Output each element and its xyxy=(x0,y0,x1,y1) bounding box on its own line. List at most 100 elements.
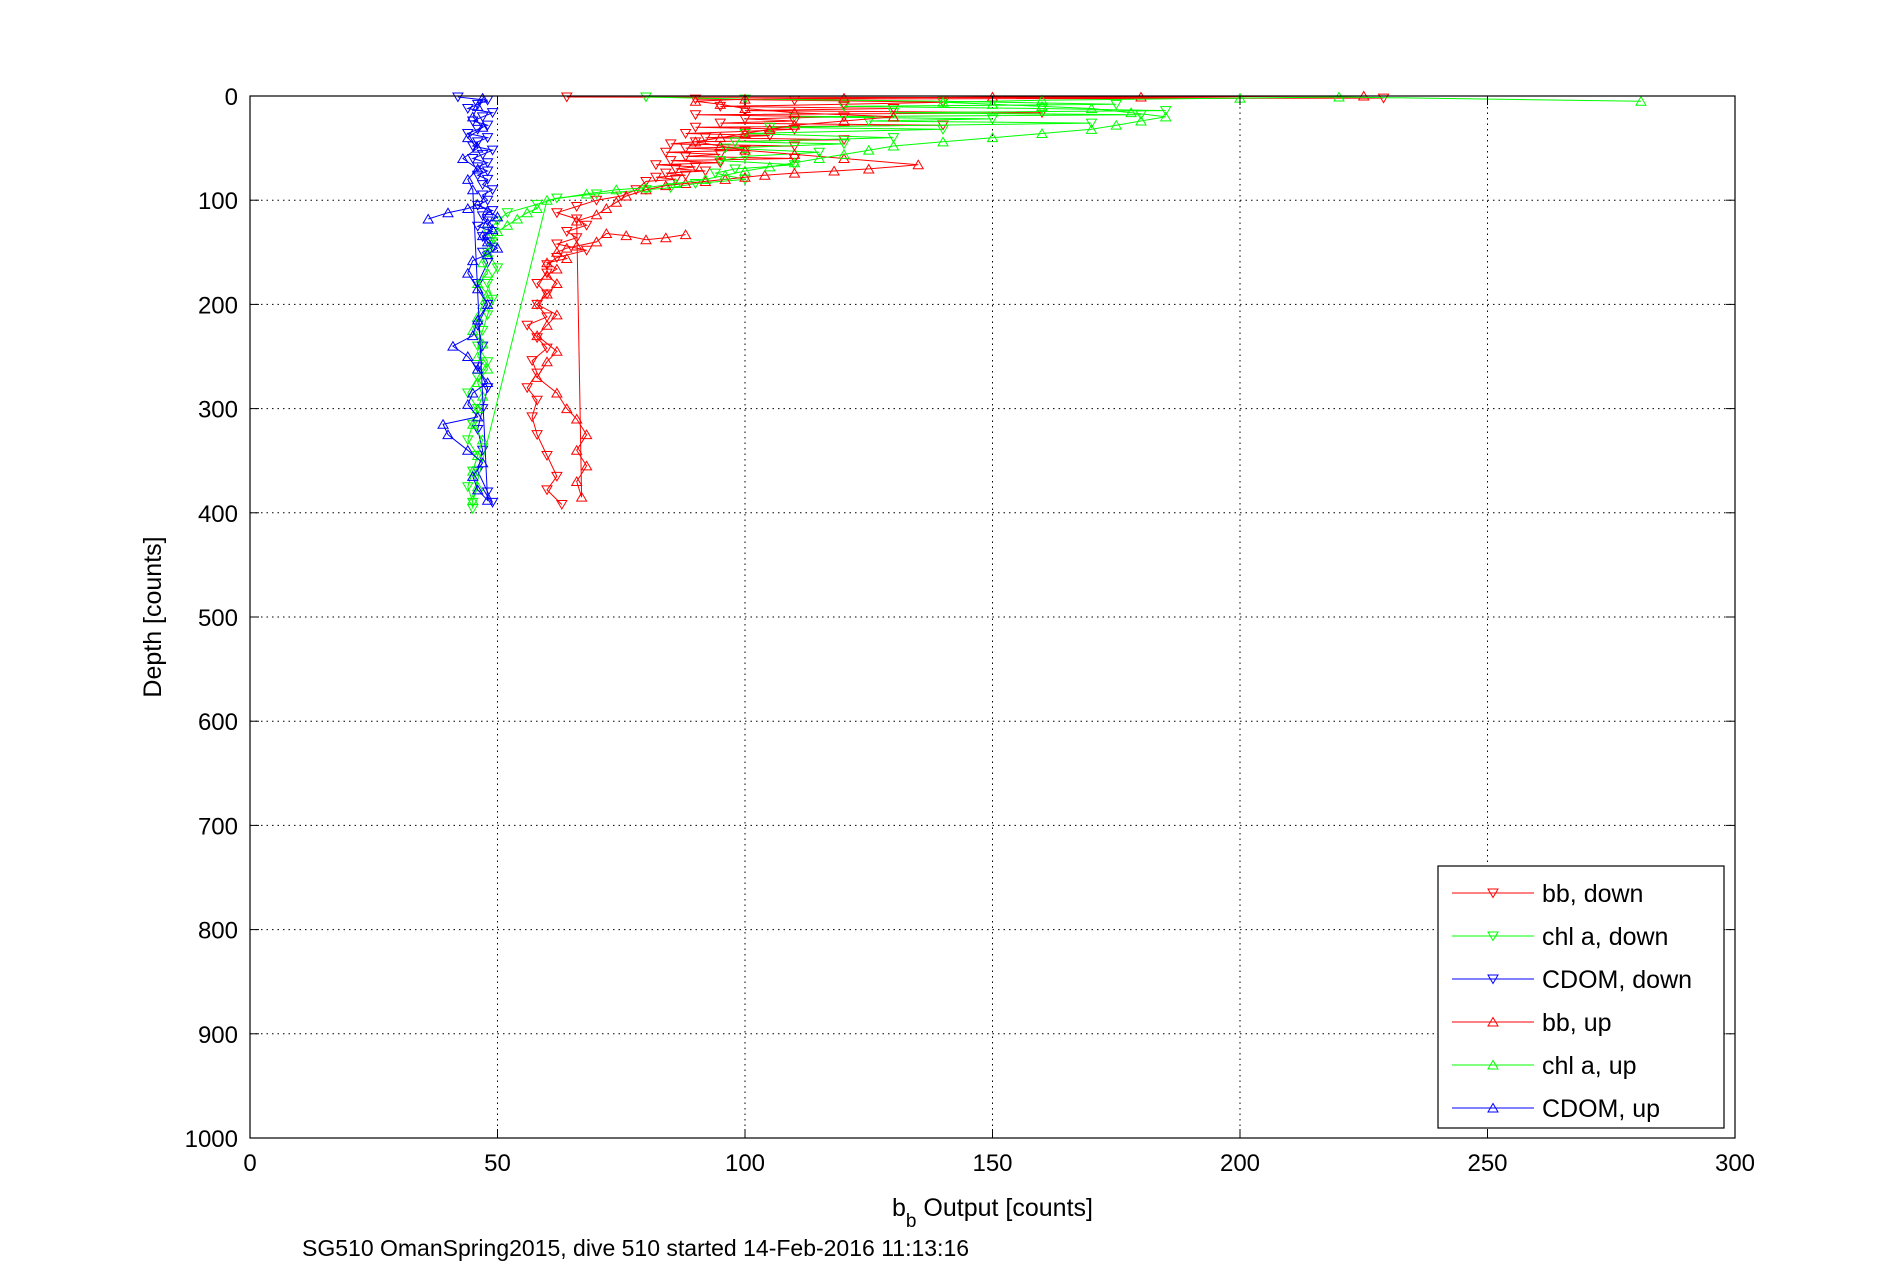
data-point xyxy=(986,132,999,143)
data-point xyxy=(481,158,494,169)
data-point xyxy=(437,418,449,429)
legend-marker xyxy=(1487,888,1499,899)
data-point xyxy=(610,184,623,195)
data-point xyxy=(739,114,751,125)
legend: bb, down chl a, down CDOM, down bb, up chl a… xyxy=(1437,865,1725,1129)
data-point xyxy=(739,126,751,137)
legend-marker xyxy=(1487,1102,1499,1113)
data-point xyxy=(838,148,850,159)
data-point xyxy=(476,190,489,201)
data-point xyxy=(580,460,593,471)
data-point xyxy=(486,185,499,196)
data-point xyxy=(481,494,494,505)
data-point xyxy=(610,196,623,207)
data-point xyxy=(461,351,474,361)
legend-item: CDOM, up xyxy=(1452,1095,1660,1123)
y-tick-label: 300 xyxy=(198,397,238,424)
legend-item: CDOM, down xyxy=(1452,966,1692,994)
data-point xyxy=(466,465,479,476)
legend-item: chl a, down xyxy=(1452,923,1668,951)
data-point xyxy=(521,383,534,394)
y-tick-label: 900 xyxy=(198,1022,238,1049)
data-point xyxy=(551,253,563,263)
data-point xyxy=(689,110,702,121)
data-point xyxy=(714,140,727,151)
data-point xyxy=(541,288,553,299)
data-point xyxy=(719,169,732,180)
data-point xyxy=(1635,95,1647,106)
data-point xyxy=(714,101,727,112)
data-point xyxy=(461,482,474,493)
data-point xyxy=(937,96,949,107)
x-axis-label: bb Output [counts] xyxy=(892,1194,1093,1232)
data-point xyxy=(526,356,539,367)
data-point xyxy=(486,497,499,508)
data-point xyxy=(491,263,504,274)
data-point xyxy=(471,163,484,174)
data-point xyxy=(887,140,900,151)
x-tick-label: 250 xyxy=(1467,1150,1507,1177)
data-point xyxy=(486,223,499,234)
legend-item: bb, down xyxy=(1452,880,1643,908)
data-point xyxy=(456,153,469,164)
data-point xyxy=(471,362,484,373)
legend-label: bb, up xyxy=(1542,1009,1612,1037)
data-point xyxy=(555,499,568,510)
data-point xyxy=(580,188,593,199)
data-point xyxy=(887,108,900,119)
data-point xyxy=(481,267,494,278)
data-point xyxy=(481,288,494,299)
data-point xyxy=(531,199,543,210)
data-point xyxy=(570,476,583,487)
data-point xyxy=(838,115,850,126)
data-point xyxy=(541,485,553,496)
data-point xyxy=(887,111,900,122)
data-point xyxy=(763,122,776,133)
x-tick-label: 100 xyxy=(725,1150,765,1177)
data-point xyxy=(679,151,692,162)
data-point xyxy=(471,221,484,232)
data-point xyxy=(531,430,543,441)
data-point xyxy=(461,444,474,455)
data-point xyxy=(466,184,479,195)
data-point xyxy=(664,139,677,150)
data-point xyxy=(471,424,484,435)
data-point xyxy=(560,242,573,253)
data-point xyxy=(986,114,999,125)
legend-item: chl a, up xyxy=(1452,1052,1637,1080)
data-point xyxy=(521,320,534,331)
legend-box xyxy=(1437,865,1725,1129)
data-point xyxy=(481,310,494,321)
data-point xyxy=(600,228,613,239)
data-point xyxy=(471,377,484,388)
data-point xyxy=(560,253,573,264)
data-point xyxy=(560,226,573,237)
data-point xyxy=(481,383,494,394)
data-point xyxy=(442,207,454,218)
data-point xyxy=(659,232,672,243)
data-point xyxy=(486,108,499,119)
data-point xyxy=(471,198,484,209)
data-point xyxy=(481,357,494,368)
data-point xyxy=(466,154,479,165)
data-point xyxy=(471,484,484,495)
data-point xyxy=(729,164,741,175)
data-point xyxy=(788,141,801,152)
data-point xyxy=(531,371,543,382)
data-point xyxy=(541,356,553,367)
data-point xyxy=(476,121,489,132)
x-axis-label-subscript: b xyxy=(906,1211,917,1232)
data-point xyxy=(659,147,672,158)
data-point xyxy=(1333,91,1345,102)
data-point xyxy=(699,166,712,177)
legend-label: CDOM, up xyxy=(1542,1095,1660,1123)
data-point xyxy=(461,104,474,114)
data-point xyxy=(541,260,553,271)
data-point xyxy=(1159,106,1172,117)
data-point xyxy=(531,279,543,290)
legend-label: chl a, down xyxy=(1542,923,1668,951)
data-point xyxy=(590,209,603,220)
data-point xyxy=(531,298,543,309)
data-point xyxy=(739,128,751,139)
